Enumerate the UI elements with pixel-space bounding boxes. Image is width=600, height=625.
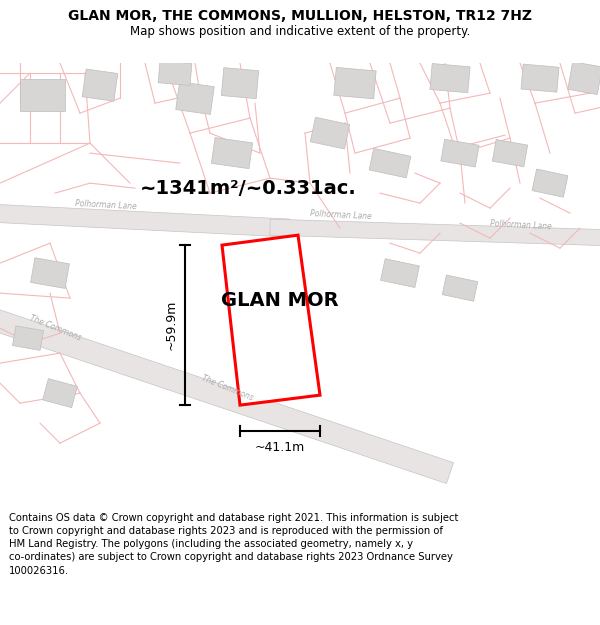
Polygon shape <box>0 308 454 484</box>
Polygon shape <box>441 139 479 167</box>
Polygon shape <box>369 148 411 178</box>
Text: ~41.1m: ~41.1m <box>255 441 305 454</box>
Text: Polhorman Lane: Polhorman Lane <box>310 209 372 221</box>
Polygon shape <box>82 69 118 101</box>
Polygon shape <box>380 259 419 288</box>
Polygon shape <box>310 118 350 149</box>
Polygon shape <box>270 219 600 246</box>
Text: Map shows position and indicative extent of the property.: Map shows position and indicative extent… <box>130 24 470 38</box>
Polygon shape <box>493 139 527 167</box>
Polygon shape <box>521 64 559 92</box>
Text: GLAN MOR: GLAN MOR <box>221 291 339 309</box>
Polygon shape <box>221 68 259 99</box>
Polygon shape <box>43 379 77 408</box>
Polygon shape <box>31 258 70 289</box>
Text: ~59.9m: ~59.9m <box>164 300 178 350</box>
Polygon shape <box>0 204 290 237</box>
Text: The Commons: The Commons <box>28 314 82 342</box>
Polygon shape <box>222 235 320 405</box>
Polygon shape <box>430 64 470 92</box>
Text: GLAN MOR, THE COMMONS, MULLION, HELSTON, TR12 7HZ: GLAN MOR, THE COMMONS, MULLION, HELSTON,… <box>68 9 532 23</box>
Text: Polhorman Lane: Polhorman Lane <box>490 219 552 231</box>
Polygon shape <box>532 169 568 198</box>
Text: ~1341m²/~0.331ac.: ~1341m²/~0.331ac. <box>140 179 357 198</box>
Polygon shape <box>568 62 600 94</box>
Polygon shape <box>13 326 44 351</box>
Polygon shape <box>211 138 253 169</box>
Polygon shape <box>158 61 192 86</box>
Polygon shape <box>442 275 478 301</box>
Text: Polhorman Lane: Polhorman Lane <box>75 199 137 211</box>
Polygon shape <box>334 68 376 99</box>
Text: The Commons: The Commons <box>200 374 254 402</box>
Polygon shape <box>176 82 214 114</box>
Polygon shape <box>19 79 65 111</box>
Text: Contains OS data © Crown copyright and database right 2021. This information is : Contains OS data © Crown copyright and d… <box>9 513 458 576</box>
